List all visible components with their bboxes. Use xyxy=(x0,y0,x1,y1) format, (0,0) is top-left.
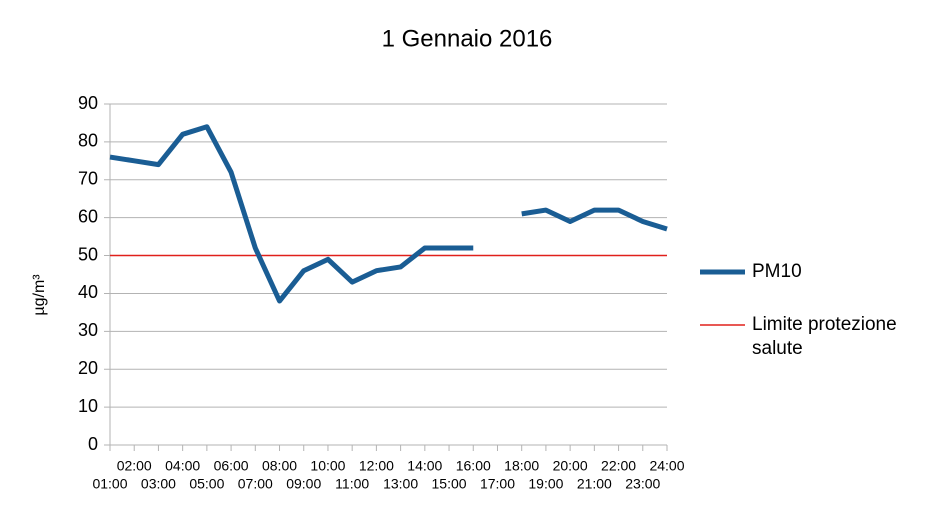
x-tick-label: 19:00 xyxy=(528,476,563,492)
x-tick-label: 05:00 xyxy=(189,476,224,492)
series-line xyxy=(109,124,668,304)
y-axis-label: µg/m³ xyxy=(31,274,48,316)
x-tick-label: 08:00 xyxy=(262,458,297,474)
x-tick-label: 09:00 xyxy=(286,476,321,492)
x-tick-label: 22:00 xyxy=(601,458,636,474)
y-tick-label: 0 xyxy=(88,434,98,454)
legend-label: Limite protezione salute xyxy=(752,314,897,359)
legend-label: PM10 xyxy=(752,261,802,282)
x-tick-label: 20:00 xyxy=(553,458,588,474)
x-tick-label: 02:00 xyxy=(117,458,152,474)
y-tick-label: 60 xyxy=(78,206,98,226)
x-tick-label: 23:00 xyxy=(625,476,660,492)
y-tick-label: 10 xyxy=(78,396,98,416)
x-tick-label: 18:00 xyxy=(504,458,539,474)
x-tick-label: 17:00 xyxy=(480,476,515,492)
x-tick-label: 11:00 xyxy=(335,476,369,492)
x-tick-label: 03:00 xyxy=(141,476,176,492)
x-tick-label: 04:00 xyxy=(165,458,200,474)
x-tick-label: 01:00 xyxy=(92,476,127,492)
x-tick-label: 10:00 xyxy=(310,458,345,474)
x-tick-label: 06:00 xyxy=(214,458,249,474)
y-tick-label: 70 xyxy=(78,169,98,189)
y-tick-label: 90 xyxy=(78,93,98,113)
x-tick-label: 15:00 xyxy=(432,476,467,492)
y-tick-label: 40 xyxy=(78,282,98,302)
x-tick-label: 12:00 xyxy=(359,458,394,474)
x-tick-label: 07:00 xyxy=(238,476,273,492)
x-tick-label: 13:00 xyxy=(383,476,418,492)
x-tick-label: 14:00 xyxy=(407,458,442,474)
y-tick-label: 30 xyxy=(78,320,98,340)
y-tick-label: 50 xyxy=(78,244,98,264)
x-tick-label: 21:00 xyxy=(577,476,612,492)
y-tick-label: 80 xyxy=(78,131,98,151)
x-tick-label: 24:00 xyxy=(649,458,684,474)
y-tick-label: 20 xyxy=(78,358,98,378)
x-tick-label: 16:00 xyxy=(456,458,491,474)
chart-title: 1 Gennaio 2016 xyxy=(382,25,553,52)
